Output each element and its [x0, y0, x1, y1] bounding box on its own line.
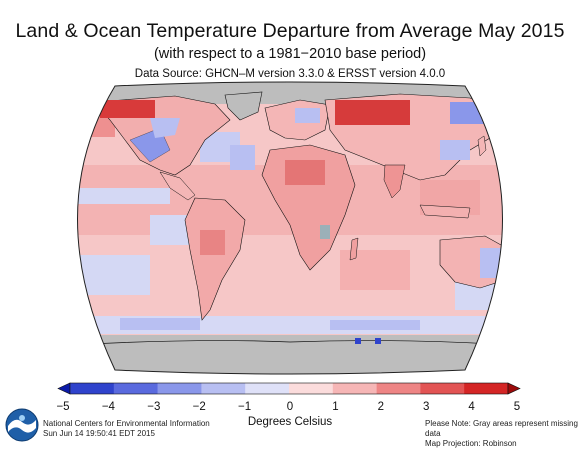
scale-band	[201, 383, 246, 394]
brazil-warm-anomaly	[200, 230, 225, 255]
noaa-logo-icon	[5, 408, 39, 442]
scale-tick-label: 2	[378, 401, 384, 413]
scale-tick-label: 5	[514, 401, 520, 413]
antarctic-cool-spot	[355, 338, 361, 344]
scale-tick-label: 4	[468, 401, 475, 413]
scale-band	[70, 383, 115, 394]
indonesia	[419, 204, 471, 219]
atlantic-cool-patch	[230, 145, 255, 170]
south-america-landmass	[184, 197, 246, 321]
scale-band	[289, 383, 334, 394]
central-america	[159, 171, 196, 201]
footer-missing-data-note: Please Note: Gray areas represent missin…	[425, 419, 578, 438]
scale-tick-label: −3	[147, 401, 160, 413]
scale-tick-label: −5	[56, 401, 69, 413]
alaska-warm-anomaly	[100, 100, 155, 118]
scale-arrow-high	[507, 382, 521, 395]
footer-left: National Centers for Environmental Infor…	[43, 419, 210, 439]
scale-band	[245, 383, 290, 394]
scale-band	[420, 383, 465, 394]
antarctic-cool-spot	[375, 338, 381, 344]
scale-band	[332, 383, 377, 394]
data-source-line: Data Source: GHCN–M version 3.3.0 & ERSS…	[134, 68, 446, 80]
canada-cool-anomaly	[150, 118, 180, 138]
siberia-warm-anomaly	[335, 100, 410, 125]
scale-tick-label: −4	[102, 401, 116, 413]
east-australia-cool-anomaly	[480, 248, 503, 278]
scale-tick-label: −2	[193, 401, 206, 413]
scale-tick-label: −1	[238, 401, 251, 413]
scale-tick-label: 0	[287, 401, 293, 413]
scale-tick-label: 1	[332, 401, 338, 413]
color-scale-ticks: −5 −4 −3 −2 −1 0 1 2 3 4 5	[56, 401, 520, 413]
antarctica-coastline	[77, 340, 503, 346]
scale-tick-label: 3	[423, 401, 429, 413]
east-pacific-cool-patch	[77, 255, 150, 295]
east-asia-cool-anomaly	[440, 140, 470, 160]
color-scale-bar	[57, 382, 521, 395]
southern-ocean-cool-patch	[120, 318, 200, 330]
map-body	[77, 82, 503, 374]
footer-projection-note: Map Projection: Robinson	[425, 439, 517, 448]
scale-band	[157, 383, 202, 394]
footer-organization: National Centers for Environmental Infor…	[43, 419, 210, 428]
footer-right: Please Note: Gray areas represent missin…	[425, 419, 580, 449]
scale-band	[376, 383, 421, 394]
east-africa-cool-patch	[320, 225, 330, 239]
scale-band	[113, 383, 158, 394]
madagascar	[349, 237, 359, 261]
scale-band	[464, 383, 509, 394]
sahara-warm-anomaly	[285, 160, 325, 185]
scandinavia-cool-anomaly	[295, 108, 320, 123]
southern-ocean-cool-patch	[330, 320, 420, 330]
globe-outline	[77, 81, 503, 375]
india	[383, 164, 406, 199]
japan	[477, 135, 487, 157]
legend-unit-label: Degrees Celsius	[247, 416, 333, 428]
greenland	[224, 91, 263, 121]
scale-arrow-low	[57, 382, 71, 395]
map-title: Land & Ocean Temperature Departure from …	[15, 20, 565, 42]
pacific-cool-patch	[77, 188, 170, 204]
map-subtitle: (with respect to a 1981−2010 base period…	[153, 46, 427, 62]
footer-timestamp: Sun Jun 14 19:50:41 EDT 2015	[43, 429, 155, 438]
